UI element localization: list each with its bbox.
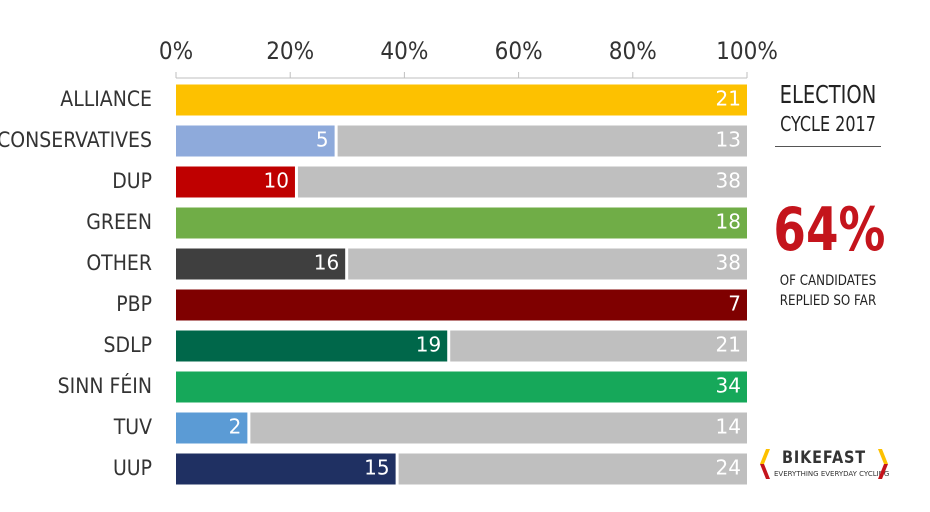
category-label: CONSERVATIVES xyxy=(0,128,152,152)
bar-value-label: 34 xyxy=(716,374,741,398)
bar-replied xyxy=(176,289,747,321)
category-label: ALLIANCE xyxy=(60,87,152,111)
x-tick-label: 60% xyxy=(495,37,543,65)
panel-title: ELECTION xyxy=(779,80,877,109)
bar-not-replied xyxy=(297,166,747,198)
bars: 21 5 13 10 38 18 16 38 7 19 21 34 2 14 15 24 xyxy=(176,84,747,485)
bar-value-label: 19 xyxy=(416,333,441,357)
bar-replied xyxy=(176,166,295,198)
bar-value-label: 16 xyxy=(314,251,339,275)
logo-wordmark: BIKEFAST xyxy=(782,448,866,468)
category-label: PBP xyxy=(116,292,152,316)
response-rate: 64% xyxy=(773,195,886,265)
x-tick-label: 20% xyxy=(266,37,314,65)
bar-not-replied xyxy=(337,125,747,157)
bar-replied xyxy=(176,84,747,116)
panel-subtitle: CYCLE 2017 xyxy=(780,112,876,136)
bar-value-label: 5 xyxy=(316,128,329,152)
category-label: GREEN xyxy=(86,210,152,234)
response-caption-line1: OF CANDIDATES xyxy=(779,273,877,289)
bar-value-label: 18 xyxy=(716,210,741,234)
side-panel: ELECTION CYCLE 2017 64% OF CANDIDATES RE… xyxy=(758,80,898,311)
bar-value-label: 15 xyxy=(364,456,389,480)
x-tick-label: 100% xyxy=(716,37,778,65)
panel-divider xyxy=(775,146,881,147)
category-label: SDLP xyxy=(104,333,152,357)
bar-value-label: 21 xyxy=(716,333,741,357)
x-tick-label: 80% xyxy=(609,37,657,65)
bar-value-label: 14 xyxy=(716,415,741,439)
logo-right-mark-icon xyxy=(878,449,888,479)
bar-value-label: 7 xyxy=(728,292,741,316)
bar-replied xyxy=(176,412,248,444)
bar-value-label: 10 xyxy=(264,169,289,193)
bar-replied xyxy=(176,248,346,280)
category-label: UUP xyxy=(113,456,152,480)
x-axis: 0% 20% 40% 60% 80% 100% xyxy=(159,37,778,79)
response-caption-line2: REPLIED SO FAR xyxy=(779,293,877,309)
category-label: SINN FÉIN xyxy=(58,373,152,398)
bar-replied xyxy=(176,330,448,362)
bar-value-label: 2 xyxy=(229,415,242,439)
bar-replied xyxy=(176,207,747,239)
bikefast-logo: BIKEFAST EVERYTHING EVERYDAY CYCLING xyxy=(760,447,890,487)
category-label: OTHER xyxy=(86,251,152,275)
logo-left-mark-icon xyxy=(760,449,770,479)
category-label: TUV xyxy=(113,415,152,439)
bar-value-label: 24 xyxy=(716,456,741,480)
category-labels: ALLIANCE CONSERVATIVES DUP GREEN OTHER PBP SDL… xyxy=(0,87,152,480)
bar-replied xyxy=(176,371,747,403)
x-tick-label: 40% xyxy=(380,37,428,65)
bar-not-replied xyxy=(348,248,747,280)
bar-value-label: 38 xyxy=(716,169,741,193)
bar-replied xyxy=(176,125,335,157)
bar-replied xyxy=(176,453,396,485)
category-label: DUP xyxy=(112,169,152,193)
bar-value-label: 13 xyxy=(716,128,741,152)
logo-tagline: EVERYTHING EVERYDAY CYCLING xyxy=(774,470,890,478)
bar-not-replied xyxy=(450,330,747,362)
x-tick-label: 0% xyxy=(159,37,193,65)
bar-not-replied xyxy=(250,412,747,444)
bar-not-replied xyxy=(398,453,747,485)
bar-value-label: 38 xyxy=(716,251,741,275)
bar-value-label: 21 xyxy=(716,87,741,111)
